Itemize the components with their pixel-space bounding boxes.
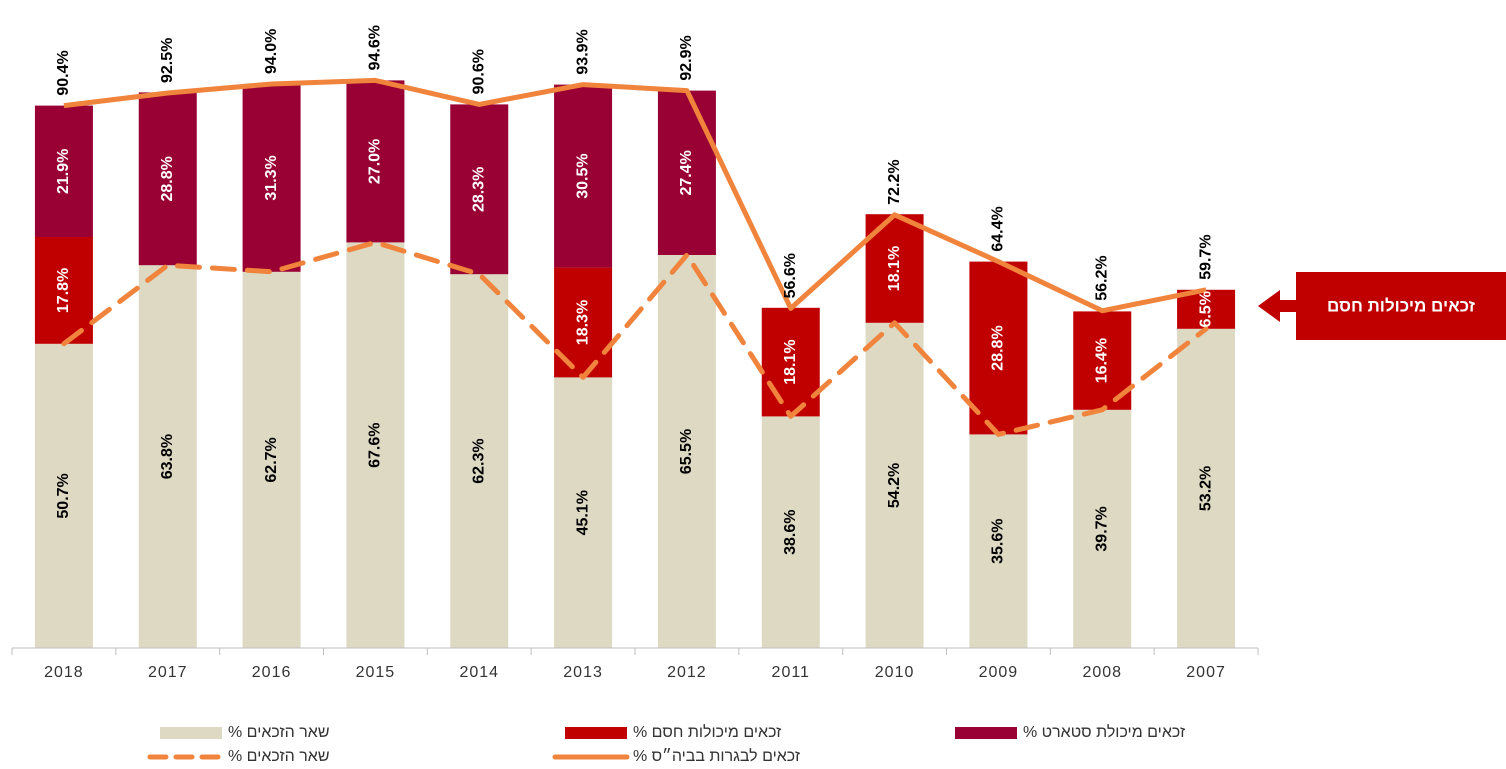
bar-segment: [138, 265, 197, 648]
bar-segment: [657, 90, 716, 255]
line-value-label: 90.4%: [55, 50, 72, 95]
bar-value-label: 18.1%: [886, 246, 903, 291]
bar-value-label: 45.1%: [574, 490, 591, 535]
bar-value-label: 62.7%: [263, 437, 280, 482]
legend-label: זכאים מיכולות חסם %: [633, 723, 781, 741]
x-tick-label: 2011: [772, 664, 810, 681]
bar-value-label: 54.2%: [886, 463, 903, 508]
bar-value-label: 6.5%: [1197, 291, 1214, 327]
annotation-box: [1296, 272, 1506, 340]
bar-segment: [242, 84, 301, 272]
bar-segment: [1177, 328, 1236, 648]
x-tick-label: 2012: [667, 664, 707, 681]
line: [63, 77, 1207, 314]
bar-value-label: 50.7%: [55, 473, 72, 518]
bar-segment: [969, 261, 1028, 435]
bar-segment: [34, 343, 93, 648]
line-value-label: 56.6%: [782, 253, 799, 298]
bar-value-label: 67.6%: [367, 423, 384, 468]
bar-segment: [969, 434, 1028, 648]
x-tick-label: 2014: [459, 664, 499, 681]
x-axis: 2018 2017 2016 2015 2014 2013 2012 2011 2010 2009…: [11, 647, 1259, 681]
bar-segment: [1073, 409, 1132, 648]
bar-segment: [1177, 289, 1236, 329]
line-value-label: 94.0%: [263, 29, 280, 74]
bar-value-label: 35.6%: [990, 519, 1007, 564]
bar-value-label: 31.3%: [263, 155, 280, 200]
x-tick-label: 2013: [563, 664, 603, 681]
legend-label: שאר הזכאים %: [228, 724, 330, 741]
bar-segment: [346, 80, 405, 243]
legend: שאר הזכאים % זכאים מיכולות חסם % זכאים מיכ…: [147, 723, 1185, 765]
x-tick-label: 2010: [875, 664, 915, 681]
bar-segment: [450, 274, 509, 648]
bar-value-label: 28.8%: [990, 325, 1007, 370]
legend-label: שאר הזכאים %: [228, 748, 330, 765]
bar-value-label: 53.2%: [1197, 466, 1214, 511]
bar-segment: [761, 307, 820, 417]
bar-segment: [450, 104, 509, 275]
line-value-label: 72.2%: [886, 159, 903, 204]
bar-value-label: 28.8%: [159, 156, 176, 201]
value-labels: 50.7% 63.8% 62.7% 67.6% 62.3% 45.1% 65.5% 38.6%…: [55, 25, 1214, 564]
line-value-label: 93.9%: [574, 29, 591, 74]
bar-segment: [657, 255, 716, 648]
bar-segment: [242, 271, 301, 648]
line-value-label: 92.5%: [159, 38, 176, 83]
bar-value-label: 21.9%: [55, 149, 72, 194]
bar-segment: [34, 105, 93, 237]
bar-value-label: 28.3%: [470, 167, 487, 212]
x-tick-label: 2009: [979, 664, 1019, 681]
bars: [34, 80, 1236, 648]
bar-segment: [34, 237, 93, 344]
x-tick-label: 2007: [1186, 664, 1226, 681]
x-tick-label: 2015: [356, 664, 396, 681]
legend-label: זכאים לבגרות בביה״ס %: [633, 747, 800, 765]
bar-value-label: 18.3%: [574, 300, 591, 345]
line-value-label: 59.7%: [1197, 234, 1214, 279]
annotation-text: זכאים מיכולות חסם: [1327, 296, 1475, 315]
bar-value-label: 30.5%: [574, 153, 591, 198]
bar-segment: [346, 242, 405, 648]
x-tick-label: 2008: [1082, 664, 1122, 681]
line-value-label: 64.4%: [990, 206, 1007, 251]
dashed-line: [61, 239, 1209, 437]
legend-label: זכאים מיכולת סטארט %: [1023, 723, 1185, 741]
bar-value-label: 27.0%: [367, 139, 384, 184]
line-value-label: 90.6%: [470, 49, 487, 94]
bar-segment: [554, 84, 613, 268]
bar-segment: [138, 92, 197, 266]
annotation: זכאים מיכולות חסם: [1258, 272, 1506, 340]
bar-value-label: 38.6%: [782, 510, 799, 555]
bar-value-label: 39.7%: [1093, 506, 1110, 551]
x-tick-label: 2018: [44, 664, 84, 681]
line-value-label: 92.9%: [678, 35, 695, 80]
bar-value-label: 17.8%: [55, 268, 72, 313]
line-value-label: 94.6%: [367, 25, 384, 70]
lines: [61, 77, 1209, 437]
annotation-arrow: [1258, 290, 1296, 322]
bar-value-label: 27.4%: [678, 150, 695, 195]
x-tick-label: 2017: [148, 664, 188, 681]
legend-swatch: [565, 727, 627, 739]
bar-segment: [761, 416, 820, 648]
bar-segment: [554, 377, 613, 648]
bar-value-label: 62.3%: [470, 438, 487, 483]
bar-segment: [865, 322, 924, 648]
legend-swatch: [160, 727, 222, 739]
x-tick-label: 2016: [252, 664, 292, 681]
bar-value-label: 63.8%: [159, 434, 176, 479]
bar-value-label: 16.4%: [1093, 338, 1110, 383]
bar-value-label: 65.5%: [678, 429, 695, 474]
line-value-label: 56.2%: [1093, 255, 1110, 300]
legend-swatch: [955, 727, 1017, 739]
bar-value-label: 18.1%: [782, 339, 799, 384]
